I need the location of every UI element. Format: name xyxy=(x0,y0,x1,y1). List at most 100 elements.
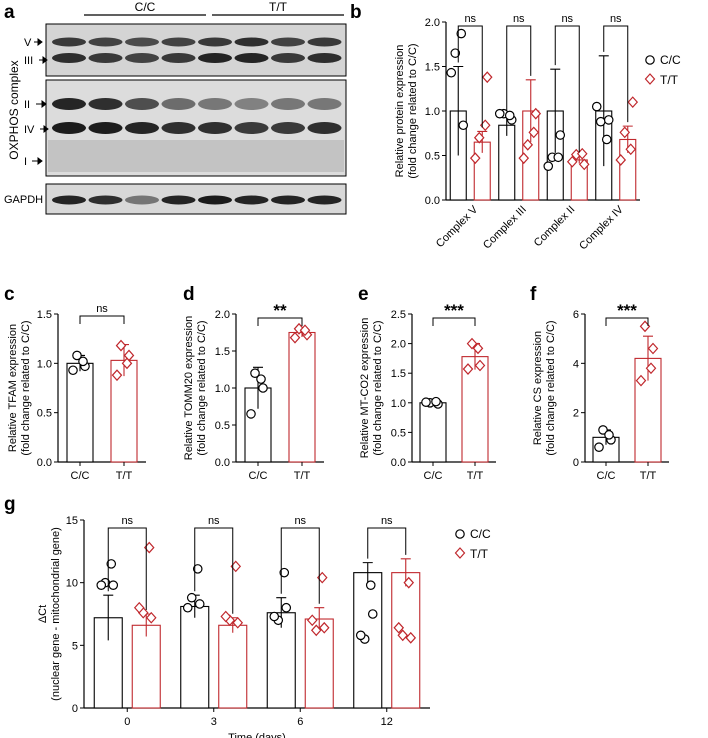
cc-2-point xyxy=(281,602,292,613)
tt-point xyxy=(472,342,484,355)
cc-0-point xyxy=(458,120,469,131)
chart-c-tfam: 0.0 0.5 1.0 1.5 Relative TFAM expression (fol… xyxy=(7,303,146,482)
tt-3-point xyxy=(627,96,639,108)
y-axis-label-line-1: Relative protein expression xyxy=(394,45,406,178)
legend-marker-cc xyxy=(645,55,655,65)
category-label: T/T xyxy=(640,470,657,482)
y-tick-label: 1.5 xyxy=(391,368,406,380)
cc-point xyxy=(598,425,608,435)
y-tick-label: 0.0 xyxy=(215,457,230,469)
blot-band-3-7 xyxy=(307,122,342,134)
legend-marker-tt xyxy=(644,73,656,85)
legend-label-tt: T/T xyxy=(660,73,679,87)
tt-1-point xyxy=(232,616,244,629)
tt-1-point xyxy=(518,152,530,165)
cc-3-error-bar xyxy=(362,562,373,583)
blot-band-3-6 xyxy=(271,122,305,134)
tt-point xyxy=(121,357,133,370)
tt-0-bar xyxy=(131,624,161,709)
x-axis-label: Time (days) xyxy=(228,732,286,738)
y-axis-label-line-1: ΔCt xyxy=(37,605,49,623)
tt-3-point xyxy=(403,576,415,589)
blot-band-4-5 xyxy=(234,195,269,205)
blot-band-1-5 xyxy=(234,53,269,63)
cc-bar xyxy=(419,402,447,463)
blot-band-1-0 xyxy=(52,53,86,63)
tt-2-point xyxy=(318,621,330,634)
tt-0-point xyxy=(473,131,485,144)
significance-label: *** xyxy=(444,301,464,320)
significance-bracket xyxy=(257,317,303,326)
tt-2-error-bar xyxy=(314,607,325,631)
group-label-cc: C/C xyxy=(135,0,156,14)
y-tick-label: 2.0 xyxy=(425,17,440,29)
band-label-iii: III xyxy=(24,55,33,67)
category-label: Complex IV xyxy=(577,203,626,252)
tt-point xyxy=(635,374,647,387)
blot-band-0-0 xyxy=(52,37,86,47)
category-label: T/T xyxy=(467,470,484,482)
blot-band-2-2 xyxy=(125,98,159,110)
tt-1-bar xyxy=(218,624,248,709)
cc-point xyxy=(246,409,256,419)
cc-point xyxy=(421,397,431,408)
significance-bracket xyxy=(457,25,483,128)
blot-band-3-5 xyxy=(234,122,269,134)
tt-point xyxy=(474,359,486,372)
tt-2-point xyxy=(566,155,578,168)
y-tick-label: 15 xyxy=(66,515,78,527)
blot-smear xyxy=(48,140,344,172)
significance-label: ns xyxy=(208,515,220,527)
y-tick-label: 2.5 xyxy=(391,309,406,321)
chart-f-cs: 0 2 4 6 Relative CS expression (fold change r… xyxy=(532,301,669,482)
tt-3-point xyxy=(397,629,409,642)
significance-label: ns xyxy=(96,303,108,315)
cc-1-point xyxy=(186,592,197,603)
tt-point xyxy=(111,369,123,382)
cc-3-point xyxy=(355,630,366,641)
significance-bracket xyxy=(432,317,476,326)
arrow-ii xyxy=(36,100,47,108)
y-tick-label: 1.0 xyxy=(391,398,406,410)
category-label: 12 xyxy=(381,716,393,728)
y-tick-label: 0.0 xyxy=(37,457,52,469)
tt-point xyxy=(462,363,474,375)
cc-0-point xyxy=(456,28,467,39)
blot-band-2-4 xyxy=(198,98,232,110)
chart-g-delta-ct: 0 5 10 15 ΔCt (nuclear gene - mitochondrial g… xyxy=(37,515,491,738)
blot-band-4-4 xyxy=(198,195,232,205)
cc-point xyxy=(72,350,82,361)
cc-2-point xyxy=(279,567,290,578)
cc-3-point xyxy=(595,116,606,127)
cc-2-bar xyxy=(266,612,296,709)
tt-bar xyxy=(288,331,316,463)
cc-point xyxy=(258,383,268,393)
cc-3-point xyxy=(365,580,376,590)
tt-3-point xyxy=(393,621,405,634)
band-label-iv: IV xyxy=(24,124,35,136)
legend-marker-tt xyxy=(454,547,466,559)
cc-1-point xyxy=(192,564,203,574)
y-axis-label-line-2: (fold change related to C/C) xyxy=(372,320,384,455)
y-tick-label: 0 xyxy=(573,457,579,469)
tt-3-point xyxy=(619,126,631,139)
cc-1-point xyxy=(194,599,205,609)
cc-3-point xyxy=(601,134,612,145)
significance-label: ** xyxy=(273,301,287,320)
cc-3-point xyxy=(591,101,602,112)
tt-point xyxy=(115,339,127,352)
cc-0-point xyxy=(108,580,119,590)
tt-0-point xyxy=(133,601,145,614)
chart-b-protein-expression: 0.0 0.5 1.0 1.5 2.0 Relative protein expressi… xyxy=(394,13,681,252)
category-label: C/C xyxy=(424,470,443,482)
y-tick-label: 0.0 xyxy=(425,195,440,207)
cc-3-error-bar xyxy=(598,55,609,167)
significance-bracket xyxy=(107,527,147,610)
cc-point xyxy=(431,396,441,407)
tt-3-point xyxy=(405,631,417,644)
y-axis-label-line-2: (fold change related to C/C) xyxy=(407,43,419,178)
blot-upper xyxy=(45,23,347,77)
cc-2-point xyxy=(543,161,554,171)
blot-band-1-2 xyxy=(125,53,159,63)
significance-label: ns xyxy=(561,13,573,25)
